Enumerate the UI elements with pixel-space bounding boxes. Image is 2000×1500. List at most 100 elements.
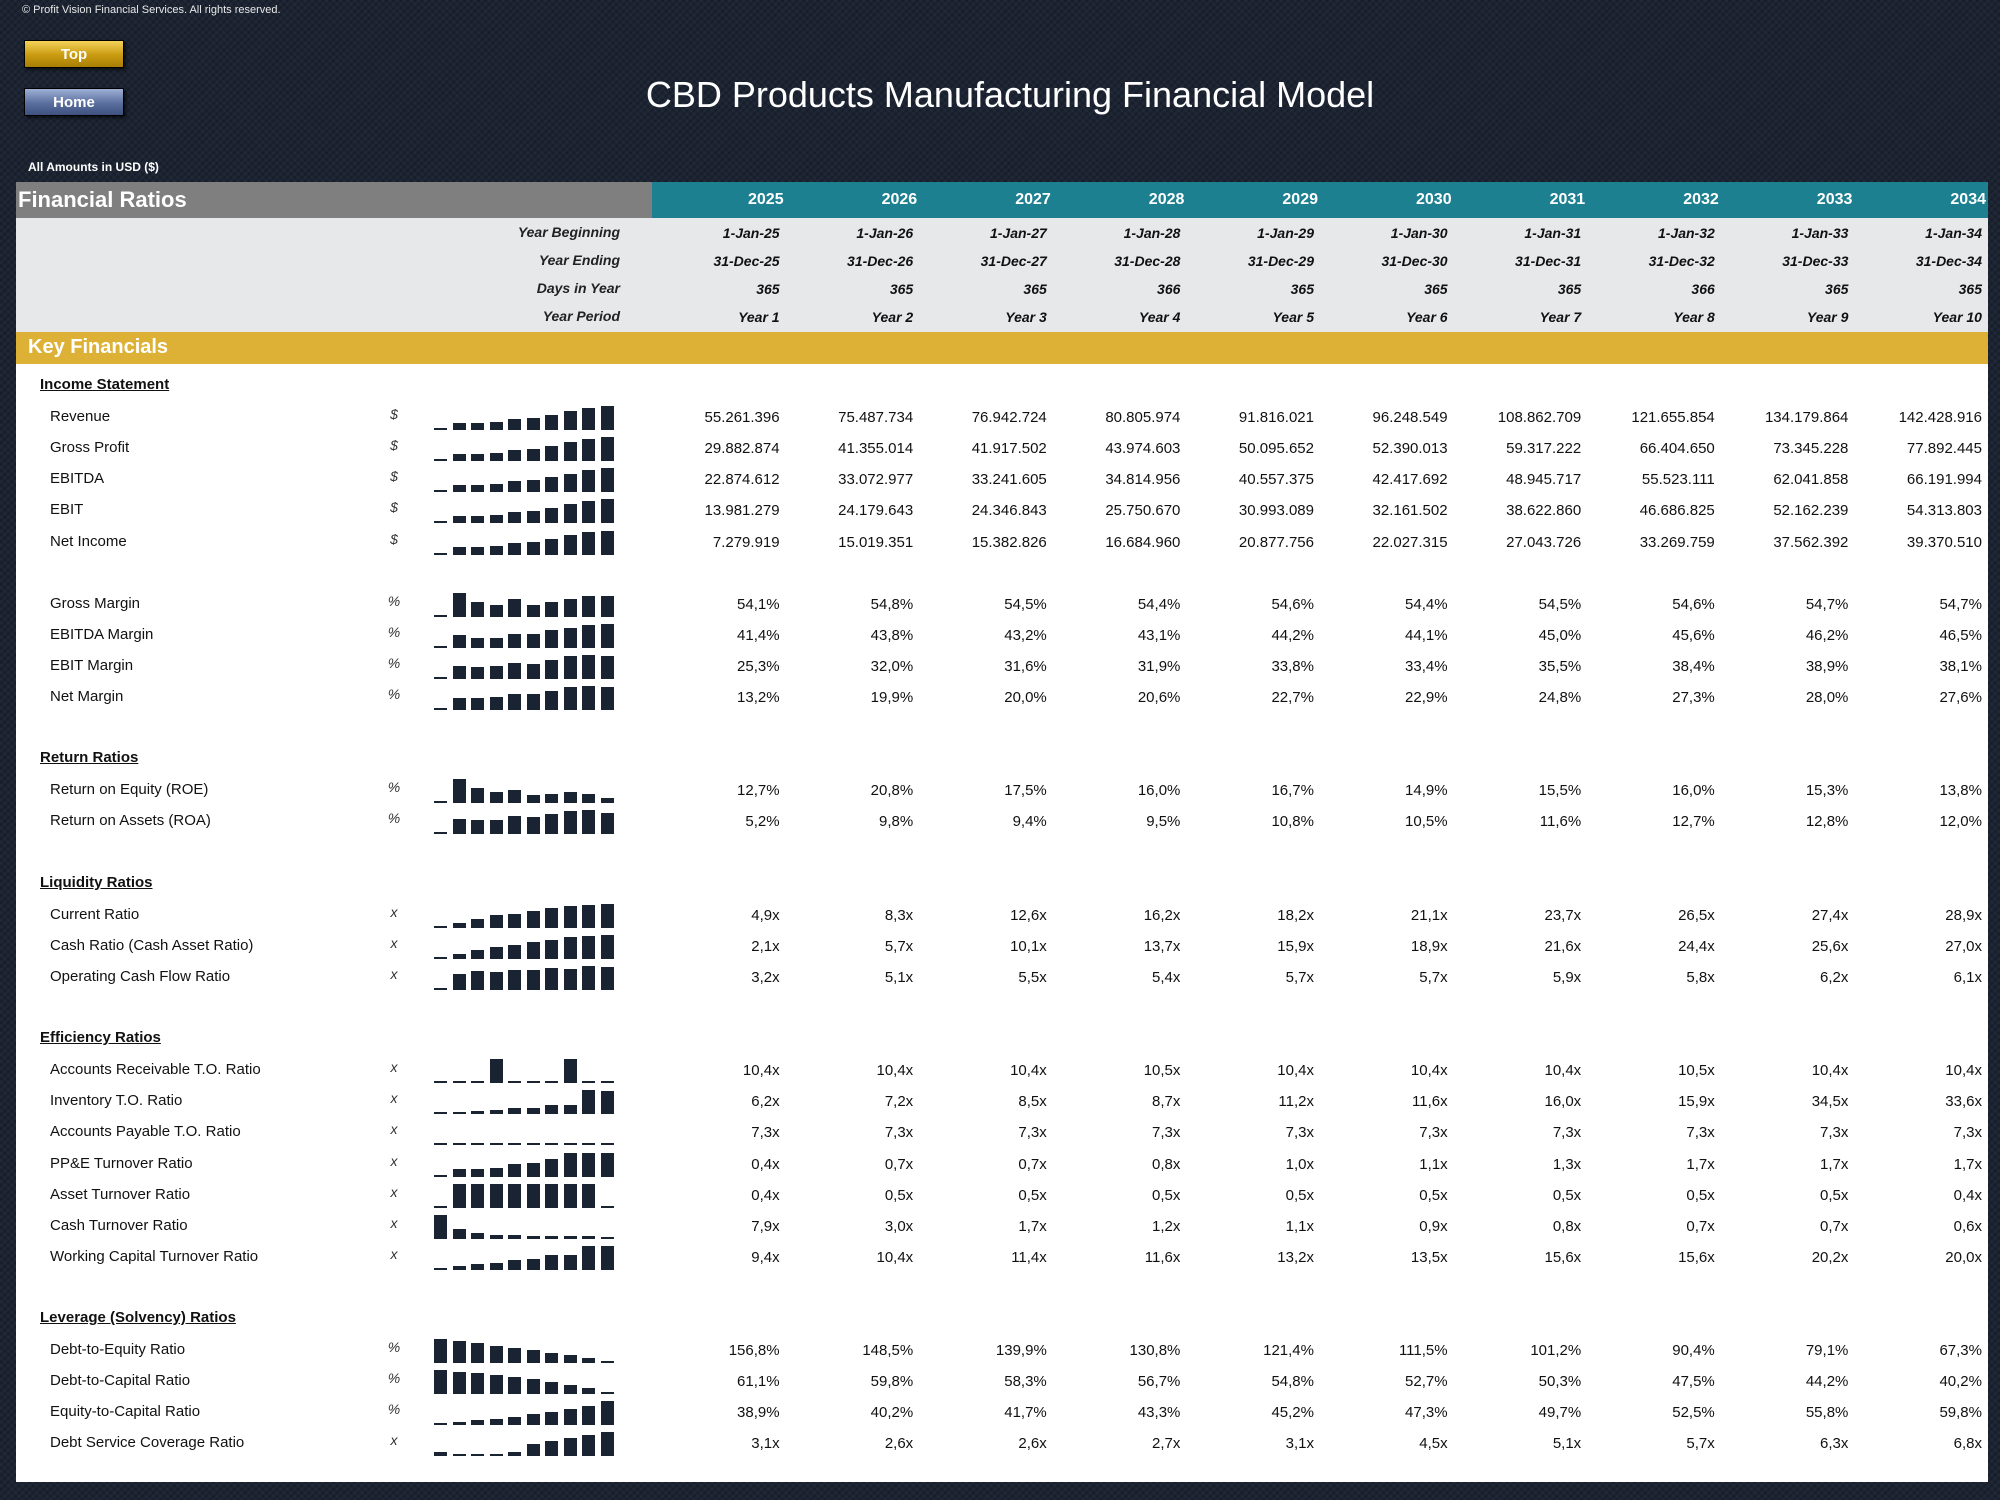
sparkline-bar [563,1384,577,1395]
value-cell: 54,4% [1137,595,1181,613]
sparkline-bar [489,1263,503,1270]
value-cell: 13,5x [1410,1248,1448,1266]
sparkline-bar [452,1183,466,1208]
sparkline-bar [452,666,466,679]
value-cell: 54.313.803 [1906,502,1982,520]
sparkline-bar [526,910,540,928]
sparkline-bar [526,542,540,555]
meta-cell: 1-Jan-28 [1123,225,1181,241]
value-cell: 43,2% [1004,626,1047,644]
value-cell: 5,4x [1152,968,1181,986]
sparkline-bar [452,1341,466,1364]
sparkline-bar [526,1414,540,1426]
value-cell: 56,7% [1137,1373,1181,1391]
sparkline [434,653,624,679]
value-cell: 59,8% [870,1373,914,1391]
sparkline-bar [452,515,466,524]
value-cell: 0,5x [1419,1186,1448,1204]
value-cell: 73.345.228 [1773,440,1849,458]
value-cell: 24,8% [1538,689,1582,706]
value-cell: 80.805.974 [1105,409,1181,427]
value-cell: 54,4% [1405,595,1448,613]
meta-cell: 1-Jan-33 [1791,225,1849,241]
value-cell: 7,3x [884,1124,914,1142]
value-cell: 43,1% [1137,626,1181,644]
meta-cell: 31-Dec-31 [1515,253,1582,269]
table-title: Financial Ratios [16,182,652,218]
sparkline-bar [582,1236,595,1239]
value-cell: 34.814.956 [1105,471,1181,489]
sparkline-bar [471,546,484,555]
unit-symbol: % [387,779,401,796]
meta-cell: Year 4 [1138,309,1181,325]
sparkline-bar [582,1152,595,1177]
value-cell: 7.279.919 [712,533,780,551]
unit-symbol: x [390,965,398,982]
top-button[interactable]: Top [24,40,124,68]
sparkline-bar [508,543,521,555]
sparkline-bar [600,437,614,462]
meta-label: Year Ending [538,252,620,268]
value-cell: 79,1% [1805,1342,1849,1360]
sparkline-bar [471,422,484,431]
sparkline-bar [545,538,558,555]
sparkline-bar [526,693,540,710]
value-cell: 10,4x [1410,1062,1448,1080]
unit-symbol: % [387,1401,401,1418]
value-cell: 15,6x [1678,1248,1715,1266]
meta-cell: Year 7 [1539,309,1582,325]
value-cell: 10,4x [1277,1062,1314,1080]
value-cell: 7,3x [1686,1124,1715,1142]
section-title-income-statement: Income Statement [40,376,170,393]
value-cell: 5,1x [884,968,914,986]
row-label-operating-cash-flow-ratio: Operating Cash Flow Ratio [50,967,231,985]
home-button[interactable]: Home [24,88,124,116]
value-cell: 11,2x [1278,1093,1314,1111]
value-cell: 0,4x [751,1155,780,1173]
value-cell: 0,5x [1686,1186,1715,1204]
meta-cell: 1-Jan-31 [1524,225,1582,241]
meta-cell: 1-Jan-29 [1257,225,1314,241]
value-cell: 43,3% [1137,1404,1181,1422]
meta-label: Year Beginning [517,224,620,240]
value-cell: 0,7x [884,1155,914,1173]
sparkline-bar [471,1110,484,1115]
value-cell: 62.041.858 [1773,471,1849,489]
row-label-cash-turnover-ratio: Cash Turnover Ratio [50,1216,188,1234]
sparkline-bar [452,953,466,959]
row-label-debt-service-coverage-ratio: Debt Service Coverage Ratio [50,1434,245,1452]
value-cell: 2,1x [751,937,780,955]
sparkline-bar [526,1143,540,1146]
sparkline-bar [526,1081,540,1084]
sparkline-bar [545,1081,558,1084]
section-title-liquidity-ratios: Liquidity Ratios [40,873,153,891]
value-cell: 15.382.826 [971,533,1047,551]
sparkline-bar [434,925,447,928]
value-cell: 59.317.222 [1506,440,1582,458]
value-cell: 121,4% [1263,1342,1314,1360]
value-cell: 16,7% [1271,782,1314,800]
value-cell: 6,2x [1820,968,1849,986]
sparkline-bar [508,969,521,990]
meta-cell: 1-Jan-25 [722,225,780,241]
sparkline-bar [452,698,466,710]
sparkline [434,1213,624,1239]
sparkline-bar [600,1246,614,1270]
sparkline-bar [434,801,447,804]
value-cell: 10,5x [1678,1062,1715,1080]
unit-symbol: x [390,1152,398,1169]
sparkline-bar [434,1143,447,1146]
value-cell: 27.043.726 [1506,533,1582,551]
value-cell: 0,7x [1686,1217,1715,1235]
value-cell: 0,9x [1419,1217,1448,1235]
sparkline-bar [582,794,595,804]
unit-symbol: $ [390,530,398,547]
sparkline-bar [471,1233,484,1239]
value-cell: 3,0x [884,1217,914,1235]
sparkline [434,1244,624,1270]
sparkline-bar [545,1236,558,1239]
sparkline-bar [434,987,447,990]
sparkline-bar [452,1421,466,1426]
sparkline-bar [508,449,521,462]
unit-symbol: % [387,592,401,609]
